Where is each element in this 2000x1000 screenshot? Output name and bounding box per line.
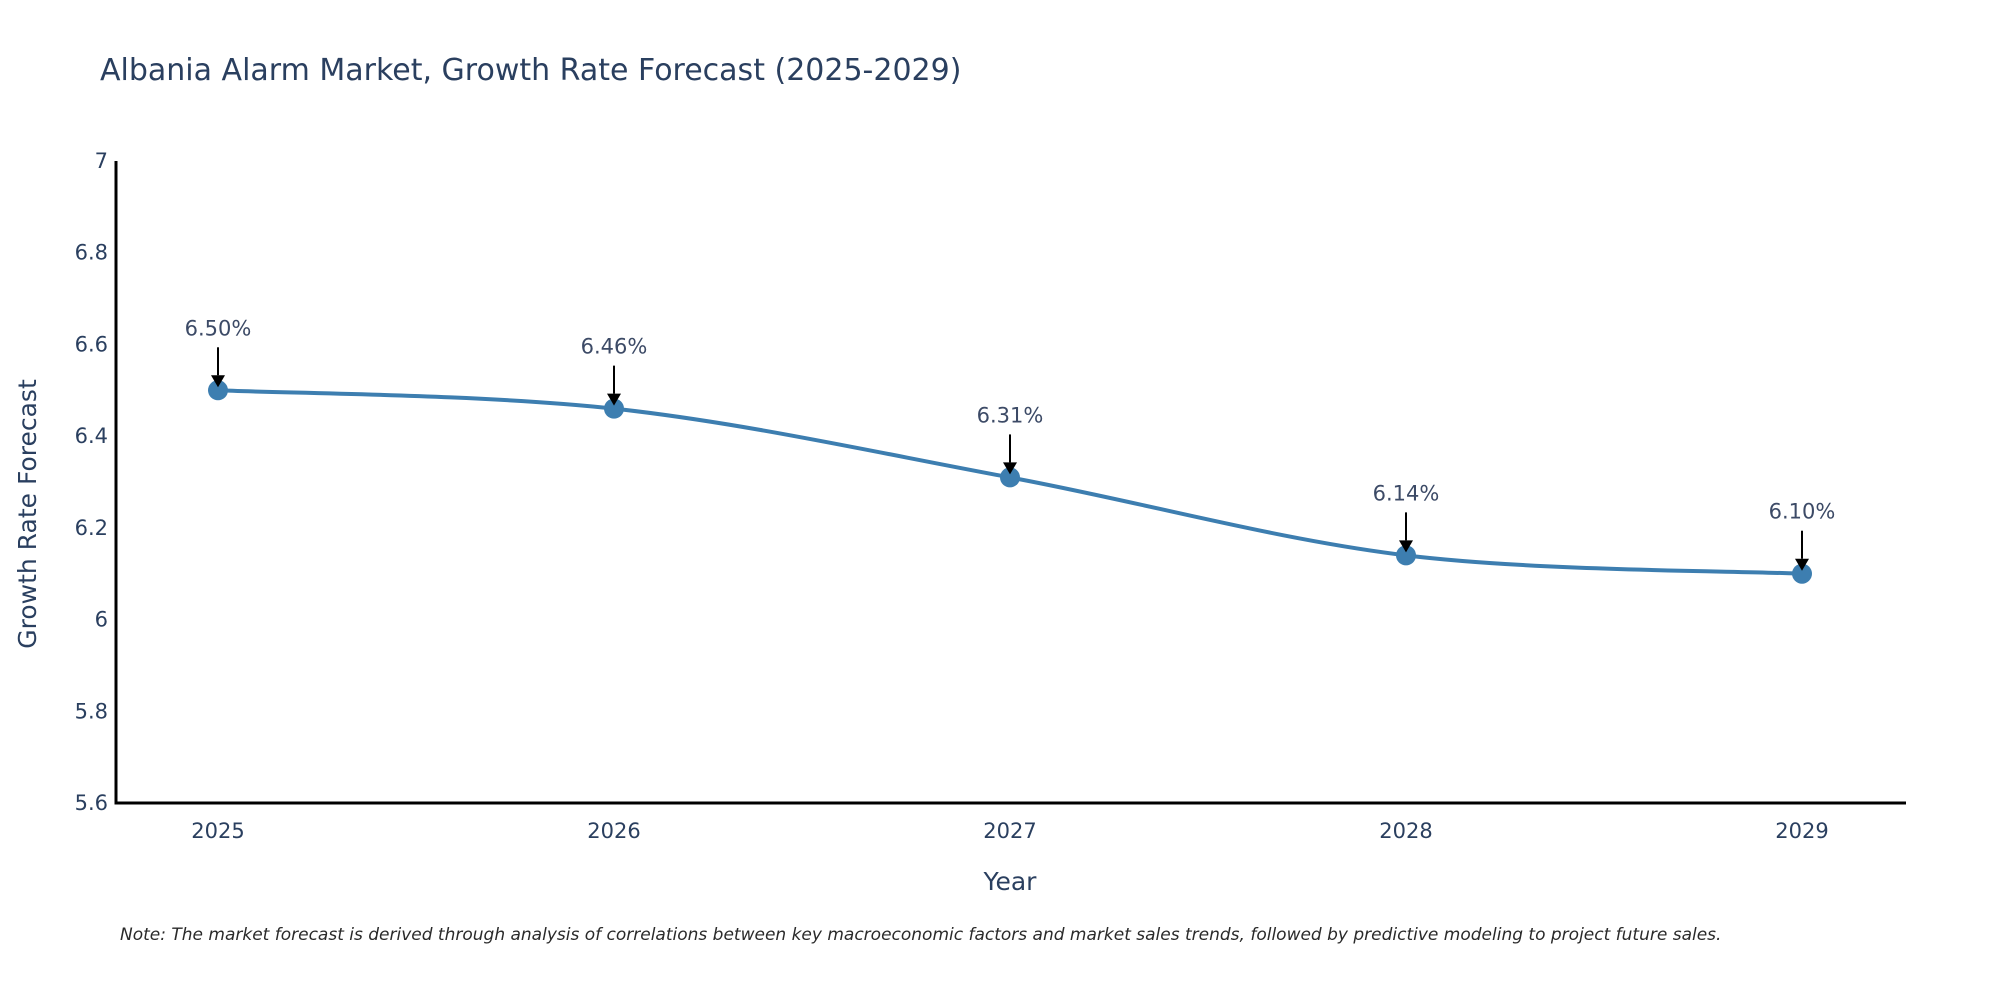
x-tick-label: 2029	[1775, 819, 1828, 843]
data-point	[1792, 563, 1812, 584]
y-tick-label: 6.2	[75, 516, 108, 540]
data-point	[604, 398, 624, 419]
x-tick-label: 2025	[191, 819, 244, 843]
x-axis-ticks: 2025 2026 2027 2028 2029	[191, 819, 1828, 843]
chart-title: Albania Alarm Market, Growth Rate Foreca…	[100, 53, 961, 88]
y-tick-label: 7	[95, 149, 108, 173]
x-tick-label: 2027	[983, 819, 1036, 843]
y-axis-title: Growth Rate Forecast	[13, 379, 42, 649]
y-tick-label: 6.8	[75, 241, 108, 265]
x-axis-title: Year	[983, 867, 1038, 896]
data-point	[1000, 467, 1020, 488]
y-axis-ticks: 5.6 5.8 6 6.2 6.4 6.6 6.8 7	[75, 149, 108, 815]
data-label: 6.31%	[977, 403, 1044, 427]
annotation-arrow-head	[607, 393, 621, 406]
data-label: 6.14%	[1373, 481, 1440, 505]
y-tick-label: 6	[95, 608, 108, 632]
x-tick-label: 2028	[1379, 819, 1432, 843]
data-label: 6.10%	[1769, 500, 1836, 524]
data-point	[1396, 545, 1416, 566]
data-annotations: 6.50% 6.46% 6.31% 6.14% 6.10%	[185, 316, 1836, 571]
data-point	[208, 380, 228, 401]
annotation-arrow-head	[211, 375, 225, 388]
y-tick-label: 6.4	[75, 424, 108, 448]
data-label: 6.46%	[581, 335, 648, 359]
x-tick-label: 2026	[587, 819, 640, 843]
annotation-arrow-head	[1795, 558, 1809, 571]
annotation-arrow-head	[1003, 462, 1017, 475]
y-tick-label: 6.6	[75, 332, 108, 356]
annotation-arrow-head	[1399, 540, 1413, 553]
data-label: 6.50%	[185, 316, 252, 340]
series-markers	[208, 380, 1812, 584]
y-tick-label: 5.8	[75, 699, 108, 723]
chart-note: Note: The market forecast is derived thr…	[120, 925, 1721, 945]
y-tick-label: 5.6	[75, 791, 108, 815]
